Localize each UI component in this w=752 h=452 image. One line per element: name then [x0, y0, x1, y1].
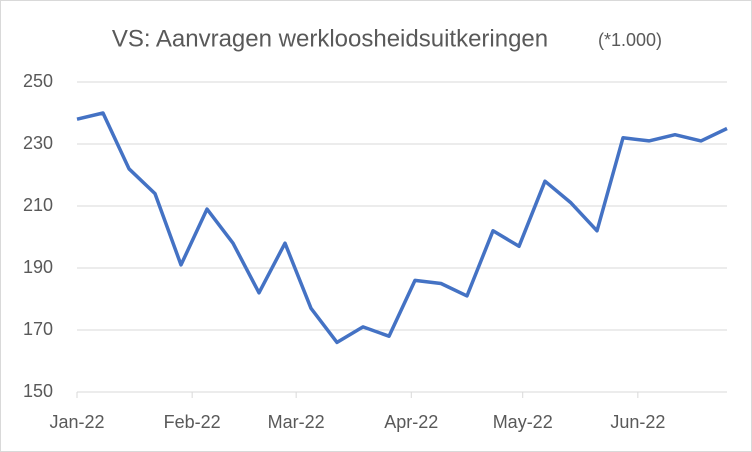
y-tick-label: 150 [23, 381, 53, 401]
chart-title: VS: Aanvragen werkloosheidsuitkeringen [112, 25, 548, 52]
x-tick-label: Feb-22 [164, 412, 221, 432]
chart-subtitle: (*1.000) [598, 30, 662, 50]
y-tick-label: 250 [23, 71, 53, 91]
data-line [76, 111, 728, 345]
x-tick-label: Mar-22 [268, 412, 325, 432]
y-tick-label: 170 [23, 319, 53, 339]
x-tick-label: Jun-22 [610, 412, 665, 432]
y-tick-label: 230 [23, 133, 53, 153]
y-tick-label: 190 [23, 257, 53, 277]
x-tick-label: Apr-22 [384, 412, 438, 432]
x-tick-label: Jan-22 [49, 412, 104, 432]
x-tick-label: May-22 [493, 412, 553, 432]
y-tick-label: 210 [23, 195, 53, 215]
